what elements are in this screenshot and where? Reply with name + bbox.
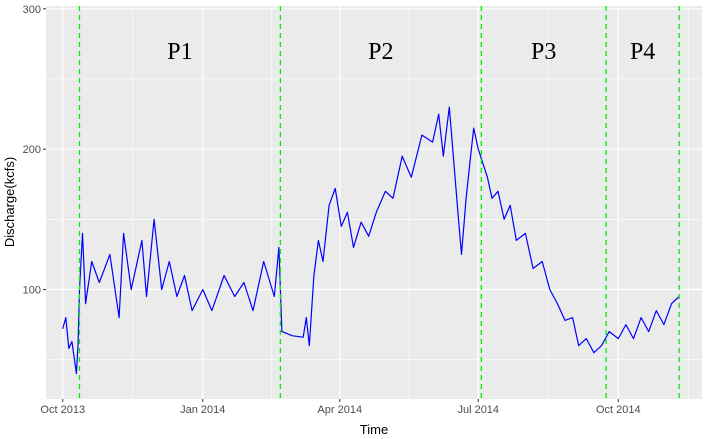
period-boundaries: [78, 6, 680, 399]
period-label: P3: [531, 39, 556, 65]
y-tick-label: 100: [23, 285, 41, 297]
plot-panel: [46, 6, 702, 399]
y-axis-title: Discharge(kcfs): [2, 157, 17, 247]
x-tick-label: Oct 2013: [40, 404, 85, 416]
y-tick-label: 200: [23, 144, 41, 156]
period-label: P4: [630, 39, 655, 65]
x-tick-label: Jan 2014: [180, 404, 225, 416]
period-label: P2: [368, 39, 393, 65]
period-labels: P1 P2 P3 P4: [167, 39, 655, 65]
y-tick-label: 300: [23, 4, 41, 16]
y-axis-ticks: 100 200 300: [23, 4, 46, 297]
discharge-series-line: [62, 106, 680, 375]
x-axis-title: Time: [360, 422, 388, 437]
x-tick-label: Apr 2014: [317, 404, 362, 416]
series-layer: [62, 106, 680, 375]
x-tick-label: Jul 2014: [457, 404, 499, 416]
grid-lines: [46, 6, 702, 399]
x-axis-ticks: Oct 2013 Jan 2014 Apr 2014 Jul 2014 Oct 2014: [40, 399, 641, 416]
x-tick-label: Oct 2014: [596, 404, 641, 416]
period-label: P1: [167, 39, 192, 65]
